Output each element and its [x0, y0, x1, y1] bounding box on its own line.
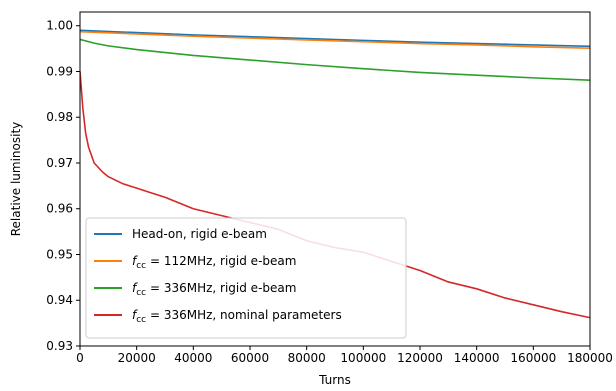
legend-entry: fcc = 336MHz, nominal parameters — [132, 308, 342, 325]
y-tick-label: 0.93 — [46, 339, 73, 353]
series-line-1 — [80, 30, 590, 49]
series-line-0 — [80, 29, 590, 48]
y-tick-label: 1.00 — [46, 19, 73, 33]
x-tick-label: 40000 — [174, 351, 212, 365]
legend-entry: Head-on, rigid e-beam — [132, 227, 267, 241]
x-tick-label: 180000 — [567, 351, 613, 365]
series-line-2 — [80, 38, 590, 81]
legend: Head-on, rigid e-beam fcc = 112MHz, rigid… — [85, 217, 407, 339]
plot-frame — [79, 11, 591, 347]
y-tick-label: 0.97 — [46, 156, 73, 170]
x-axis-label: Turns — [318, 373, 351, 387]
y-tick-label: 0.99 — [46, 64, 73, 78]
legend-box — [85, 217, 407, 339]
x-tick-label: 0 — [76, 351, 84, 365]
x-tick-label: 20000 — [118, 351, 156, 365]
y-tick-label: 0.98 — [46, 110, 73, 124]
x-tick-label: 140000 — [454, 351, 500, 365]
x-tick-label: 80000 — [288, 351, 326, 365]
y-axis: 0.93 0.94 0.95 0.96 0.97 0.98 0.99 1.00 — [46, 19, 80, 353]
x-tick-label: 120000 — [397, 351, 443, 365]
y-tick-label: 0.95 — [46, 247, 73, 261]
y-tick-label: 0.96 — [46, 202, 73, 216]
x-axis: 0 20000 40000 60000 80000 100000 120000 140000 1… — [76, 346, 613, 365]
legend-entry: fcc = 336MHz, rigid e-beam — [132, 281, 296, 298]
legend-entry: fcc = 112MHz, rigid e-beam — [132, 254, 296, 271]
y-tick-label: 0.94 — [46, 293, 73, 307]
x-tick-label: 60000 — [231, 351, 269, 365]
y-axis-label: Relative luminosity — [9, 122, 23, 237]
x-tick-label: 160000 — [510, 351, 556, 365]
x-tick-label: 100000 — [340, 351, 386, 365]
